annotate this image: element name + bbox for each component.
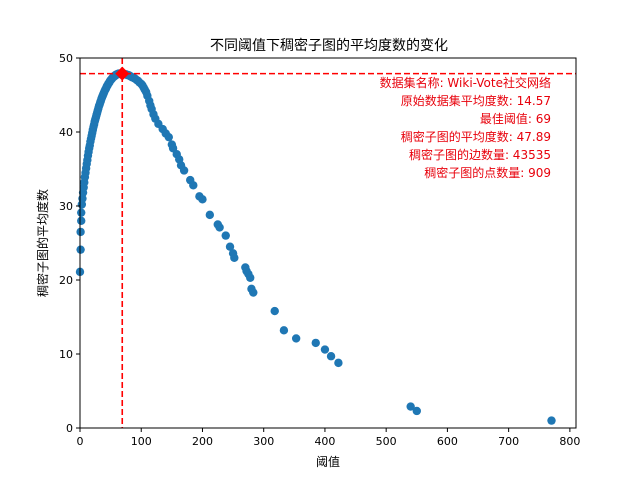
data-point [246,273,255,282]
data-point [205,210,215,220]
data-point [311,338,320,348]
data-point [279,326,289,335]
data-point [215,223,224,232]
data-point [189,181,198,190]
annotation-line: 稠密子图的边数量: 43535 [409,147,551,162]
data-point [547,416,556,425]
annotation-line: 数据集名称: Wiki-Vote社交网络 [380,75,551,90]
annotation-line: 稠密子图的平均度数: 47.89 [401,129,551,144]
annotation-line: 稠密子图的点数量: 909 [424,165,551,180]
x-tick-label: 100 [131,435,152,448]
data-point [326,352,336,361]
y-tick-label: 30 [59,200,73,213]
data-point [77,216,86,225]
annotation-line: 原始数据集平均度数: 14.57 [401,93,551,108]
x-tick-label: 400 [314,435,335,448]
plot-frame [79,57,577,429]
data-point [221,231,230,240]
chart-title: 不同阈值下稠密子图的平均度数的变化 [210,37,448,54]
x-tick-label: 0 [77,435,84,448]
data-point [412,406,421,416]
data-point [76,245,85,254]
data-point [291,334,301,343]
data-point [230,253,239,262]
data-point [225,242,235,251]
y-tick-label: 0 [66,422,73,435]
best-point-marker [115,66,130,81]
reference-lines [80,58,576,428]
data-point [179,166,189,175]
x-tick-label: 600 [437,435,458,448]
y-tick-label: 50 [59,52,73,65]
x-axis-label: 阈值 [316,454,340,469]
y-axis-ticks: 0 10 20 30 40 50 [59,52,80,435]
annotation-line: 最佳阈值: 69 [480,111,551,126]
data-point [77,208,86,217]
x-tick-label: 200 [192,435,213,448]
data-point [406,402,415,411]
data-point [76,227,85,237]
x-tick-label: 700 [498,435,519,448]
y-tick-label: 40 [59,126,73,139]
y-axis-label: 稠密子图的平均度数 [35,189,50,297]
data-point [198,195,207,204]
data-point [334,358,343,368]
x-tick-label: 300 [253,435,274,448]
y-tick-label: 10 [59,348,73,361]
y-tick-label: 20 [59,274,73,287]
data-point [270,306,279,316]
data-point [249,288,258,297]
x-tick-label: 800 [559,435,580,448]
data-point [164,132,173,142]
x-axis-ticks: 0 100 200 300 400 500 600 700 800 [77,428,580,448]
data-point [320,345,330,354]
x-tick-label: 500 [376,435,397,448]
